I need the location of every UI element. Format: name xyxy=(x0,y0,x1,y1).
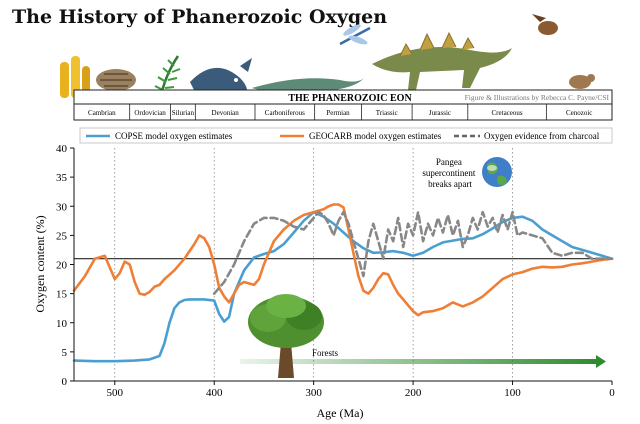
legend: COPSE model oxygen estimates GEOCARB mod… xyxy=(79,127,613,144)
bird-icon xyxy=(532,14,558,35)
x-tick-label: 0 xyxy=(609,387,615,399)
y-tick-label: 35 xyxy=(56,172,68,184)
legend-label-charcoal: Oxygen evidence from charcoal xyxy=(484,131,600,141)
period-label: Devonian xyxy=(212,109,240,117)
y-tick-label: 0 xyxy=(62,376,68,388)
pangea-label: Pangea supercontinent breaks apart xyxy=(422,157,477,189)
amphibian-icon xyxy=(252,78,364,93)
x-tick-label: 400 xyxy=(206,387,223,399)
y-tick-label: 25 xyxy=(56,230,68,242)
legend-label-copse: COPSE model oxygen estimates xyxy=(115,131,233,141)
legend-label-geocarb: GEOCARB model oxygen estimates xyxy=(309,131,442,141)
tree-icon xyxy=(248,294,324,378)
stegosaurus-icon xyxy=(372,31,512,90)
x-tick-label: 200 xyxy=(405,387,422,399)
period-label: Carboniferous xyxy=(265,109,305,117)
series-charcoal xyxy=(212,210,614,295)
y-axis-label: Oxygen content (%) xyxy=(33,215,47,312)
forests-arrow-head xyxy=(596,355,606,368)
y-tick-label: 15 xyxy=(56,289,68,301)
y-tick-label: 40 xyxy=(56,143,68,155)
y-tick-label: 20 xyxy=(56,260,68,272)
x-axis-label: Age (Ma) xyxy=(317,406,364,420)
page-title: The History of Phanerozoic Oxygen xyxy=(12,6,388,28)
dragonfly-icon xyxy=(339,24,371,46)
period-bar: Cambrian Ordovician Silurian Devonian Carbon… xyxy=(73,103,613,121)
mammal-icon xyxy=(569,74,595,89)
y-tick-label: 5 xyxy=(62,347,68,359)
eon-label: THE PHANEROZOIC EON xyxy=(288,93,412,104)
period-label: Jurassic xyxy=(429,109,451,117)
series-lines xyxy=(72,203,614,363)
pangea-annotation: Pangea supercontinent breaks apart xyxy=(422,157,512,189)
axes: 0 5 10 15 20 25 30 35 40 500 400 300 200 100 0 xyxy=(56,143,615,399)
forests-label: Forests xyxy=(312,348,339,358)
period-label: Silurian xyxy=(172,109,195,117)
grid-lines xyxy=(74,148,612,381)
y-tick-label: 30 xyxy=(56,201,68,213)
x-tick-label: 100 xyxy=(504,387,521,399)
period-label: Cretaceous xyxy=(492,109,523,117)
period-bar-frame xyxy=(73,103,613,121)
trilobite-icon xyxy=(96,69,136,91)
series-copse xyxy=(72,210,614,363)
x-tick-label: 500 xyxy=(107,387,124,399)
period-label: Cambrian xyxy=(88,109,116,117)
period-label: Permian xyxy=(326,109,350,117)
credit-label: Figure & Illustrations by Rebecca C. Pay… xyxy=(465,93,610,102)
y-tick-label: 10 xyxy=(56,318,68,330)
period-label: Cenozoic xyxy=(566,109,592,117)
series-geocarb xyxy=(72,203,614,317)
forests-annotation: Forests xyxy=(240,294,606,378)
x-tick-label: 300 xyxy=(305,387,322,399)
earth-globe-icon xyxy=(482,157,512,187)
period-label: Ordovician xyxy=(134,109,166,117)
forests-arrow-shaft xyxy=(240,359,598,364)
organism-illustrations xyxy=(60,14,595,101)
period-label: Triassic xyxy=(376,109,398,117)
